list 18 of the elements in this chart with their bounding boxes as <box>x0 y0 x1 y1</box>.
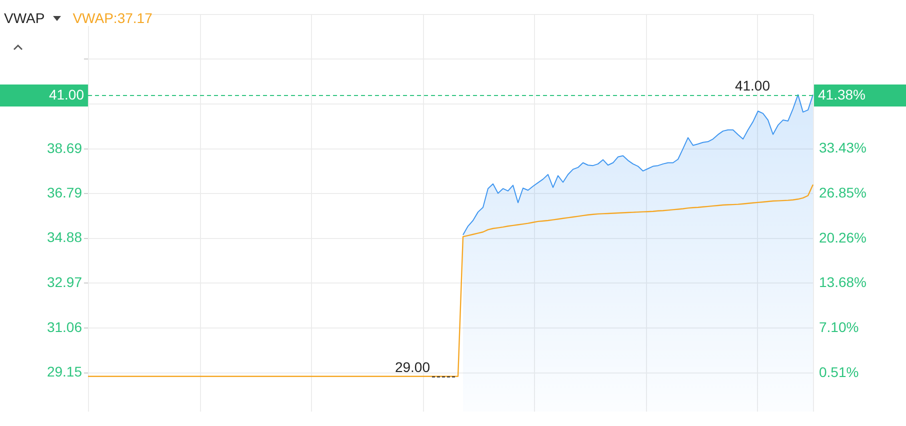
y-tick-label: 34.88 <box>46 229 82 246</box>
y-tick-label: 31.06 <box>46 318 82 335</box>
y2-tick-label: 13.68% <box>819 274 866 290</box>
text: VWAP:37.17 <box>72 10 152 26</box>
y-tick-label: 36.79 <box>46 184 82 200</box>
y2-tick-label: 33.43% <box>819 140 866 156</box>
y2-tick-label: 20.26% <box>819 229 866 246</box>
legend-title: VWAP <box>4 10 45 26</box>
y-tick-label: 29.15 <box>46 364 82 380</box>
ref-line-label: 41.00 <box>48 86 84 102</box>
y2-tick-label: 26.85% <box>819 184 866 200</box>
text: 41.38% <box>818 86 866 102</box>
y-tick-label: 38.69 <box>46 140 82 156</box>
y2-tick-label: 7.10% <box>819 318 859 335</box>
y-tick-label: 32.97 <box>46 274 82 290</box>
y2-tick-label: 0.51% <box>819 364 859 380</box>
annotation: 41.00 <box>734 78 770 94</box>
annotation: 29.00 <box>394 359 430 376</box>
